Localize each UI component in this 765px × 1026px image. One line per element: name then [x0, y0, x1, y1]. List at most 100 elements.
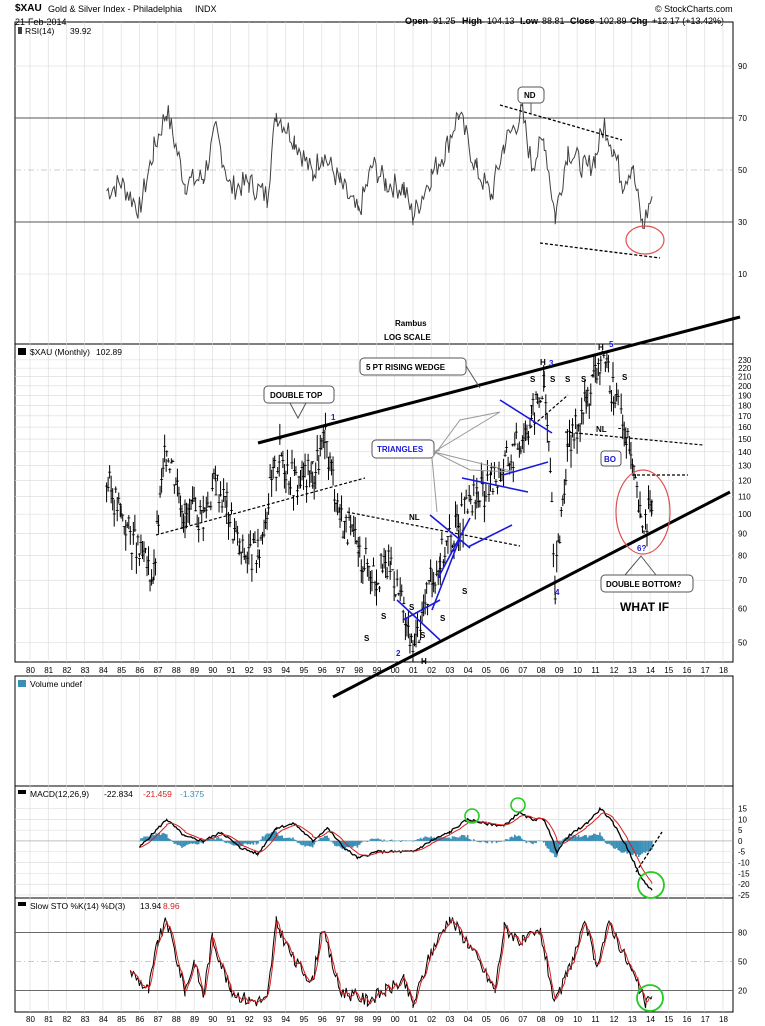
sto-d-value: 8.96 [163, 901, 180, 911]
macd-hist-bar [327, 837, 330, 841]
wedge-top-trendline [257, 315, 741, 445]
macd-hist-bar [161, 833, 164, 841]
macd-hist-bar [649, 840, 651, 851]
macd-hist-bar [638, 840, 640, 857]
macd-hist-bar [240, 840, 243, 846]
macd-hist-bar [606, 840, 608, 845]
price-tick-label: 50 [738, 638, 747, 647]
x-tick-label: 99 [373, 666, 382, 675]
nl-label-2: NL [596, 425, 607, 434]
macd-hist-bar [603, 838, 605, 841]
macd-hist-bar [647, 840, 650, 853]
macd-tick-label: 5 [738, 826, 743, 835]
price-tick-label: 130 [738, 462, 752, 471]
rsi-panel-value: 39.92 [70, 26, 92, 36]
macd-hist-bar [341, 840, 344, 850]
rsi-line [106, 101, 653, 230]
macd-hist-bar [207, 839, 209, 841]
x-tick-label: 90 [208, 1015, 217, 1024]
macd-hist-bar [492, 840, 495, 842]
point-label-3: 3 [549, 359, 554, 368]
macd-hist-bar [380, 839, 382, 841]
macd-hist-bar [528, 840, 531, 843]
shoulder-label: S [409, 603, 415, 612]
macd-hist-bar [381, 840, 384, 842]
x-tick-label: 14 [646, 1015, 655, 1024]
macd-hist-bar [261, 836, 264, 841]
macd-hist-bar [463, 835, 466, 841]
rsi-tick-label: 90 [738, 62, 747, 71]
macd-hist-bar [421, 838, 423, 841]
macd-hist-bar [582, 835, 584, 841]
x-tick-label: 94 [281, 1015, 290, 1024]
x-tick-label: 02 [427, 666, 436, 675]
shoulder-label: S [581, 375, 587, 384]
macd-hist-bar [577, 834, 580, 841]
macd-hist-bar [319, 837, 322, 841]
macd-hist-bar [150, 833, 153, 841]
macd-hist-bar [546, 840, 549, 849]
macd-hist-bar [246, 840, 249, 845]
macd-hist-bar [338, 840, 341, 847]
macd-hist-bar [574, 835, 577, 841]
macd-hist-bar [305, 840, 308, 846]
macd-hist-bar [332, 840, 335, 844]
x-tick-label: 85 [117, 1015, 126, 1024]
macd-hist-bar [589, 835, 592, 841]
x-tick-label: 07 [518, 1015, 527, 1024]
macd-hist-bar [273, 830, 276, 841]
macd-hist-bar [243, 840, 246, 844]
macd-hist-bar [448, 837, 451, 841]
macd-hist-bar [375, 840, 378, 841]
macd-hist-bar [378, 839, 381, 841]
x-tick-label: 84 [99, 666, 108, 675]
macd-hist-bar [211, 837, 214, 841]
macd-hist-bar [187, 840, 189, 845]
macd-hist-bar [415, 840, 417, 841]
macd-hist-bar [270, 832, 273, 841]
x-tick-label: 94 [281, 666, 290, 675]
macd-hist-bar [486, 840, 489, 844]
double-bottom-label: DOUBLE BOTTOM? [606, 580, 682, 589]
macd-hist-bar [371, 838, 373, 841]
macd-hist-bar [609, 840, 611, 845]
macd-hist-bar [383, 839, 385, 841]
macd-hist-bar [454, 836, 457, 841]
macd-hist-bar [563, 838, 566, 841]
macd-hist-bar [627, 840, 629, 853]
shoulder-label: S [565, 375, 571, 384]
triangles-callout-pointers [431, 411, 516, 513]
low-value: 88.81 [542, 16, 565, 26]
point-label-4: 4 [555, 588, 560, 597]
macd-hist-bar [140, 838, 142, 841]
x-tick-label: 06 [500, 1015, 509, 1024]
macd-hist-bar [191, 840, 194, 844]
macd-hist-bar [348, 840, 351, 846]
volume-panel-label: Volume undef [30, 679, 83, 689]
sto-k-value: 13.94 [140, 901, 162, 911]
macd-hist-bar [351, 840, 354, 848]
bo-callout [600, 450, 622, 467]
macd-hist-bar [445, 837, 448, 841]
macd-hist-bar [175, 840, 177, 844]
x-tick-label: 86 [135, 1015, 144, 1024]
macd-hist-bar [228, 840, 230, 844]
macd-value-1: -22.834 [104, 789, 133, 799]
x-tick-label: 13 [628, 1015, 637, 1024]
price-tick-label: 230 [738, 356, 752, 365]
macd-hist-bar [497, 840, 499, 842]
x-tick-label: 96 [318, 1015, 327, 1024]
price-legend-swatch [18, 348, 26, 355]
macd-hist-bar [296, 840, 299, 843]
high-value: 104.13 [487, 16, 515, 26]
macd-hist-bar [646, 840, 648, 852]
macd-hist-bar [404, 840, 407, 841]
macd-hist-bar [556, 840, 558, 856]
macd-hist-bar [295, 840, 297, 841]
macd-hist-bar [390, 839, 393, 841]
sto-d-line [129, 918, 652, 1005]
x-tick-label: 91 [227, 666, 236, 675]
x-tick-label: 16 [683, 1015, 692, 1024]
macd-hist-bar [571, 835, 574, 841]
macd-hist-bar [162, 832, 165, 841]
